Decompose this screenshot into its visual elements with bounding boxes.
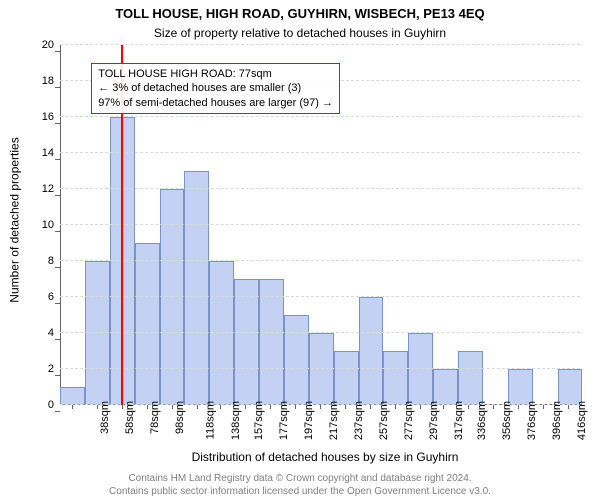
y-tick: 2 xyxy=(28,363,54,375)
chart-title-text: TOLL HOUSE, HIGH ROAD, GUYHIRN, WISBECH,… xyxy=(115,6,484,21)
bar xyxy=(558,369,583,405)
gridline xyxy=(60,296,580,297)
y-tick: 8 xyxy=(28,255,54,267)
y-tick: 14 xyxy=(28,147,54,159)
gridline xyxy=(60,152,580,153)
x-tick-label: 297sqm xyxy=(428,401,440,440)
bar xyxy=(508,369,533,405)
chart-root: TOLL HOUSE, HIGH ROAD, GUYHIRN, WISBECH,… xyxy=(0,0,600,500)
y-tick: 0 xyxy=(28,399,54,411)
x-tick xyxy=(493,405,494,409)
attribution: Contains HM Land Registry data © Crown c… xyxy=(0,473,600,498)
x-tick xyxy=(345,405,346,409)
attribution-line-2: Contains public sector information licen… xyxy=(0,486,600,499)
x-tick xyxy=(320,405,321,409)
x-tick-label: 177sqm xyxy=(278,401,290,440)
gridline xyxy=(60,260,580,261)
x-tick-label: 416sqm xyxy=(576,401,588,440)
bar xyxy=(309,333,334,405)
x-axis-label-text: Distribution of detached houses by size … xyxy=(192,450,459,464)
annotation-line: ← 3% of detached houses are smaller (3) xyxy=(98,81,333,95)
annotation-line: TOLL HOUSE HIGH ROAD: 77sqm xyxy=(98,67,333,81)
bar xyxy=(259,279,284,405)
x-tick-label: 78sqm xyxy=(149,401,161,434)
x-tick xyxy=(147,405,148,409)
x-tick xyxy=(295,405,296,409)
x-tick-label: 277sqm xyxy=(403,401,415,440)
x-tick xyxy=(122,405,123,409)
x-tick-label: 118sqm xyxy=(204,401,216,439)
x-tick xyxy=(270,405,271,409)
y-tick: 16 xyxy=(28,111,54,123)
bar xyxy=(135,243,160,405)
annotation-line: 97% of semi-detached houses are larger (… xyxy=(98,96,333,110)
bar xyxy=(234,279,259,405)
y-tick: 12 xyxy=(28,183,54,195)
bar xyxy=(359,297,384,405)
x-tick-label: 396sqm xyxy=(551,401,563,440)
x-tick-label: 58sqm xyxy=(124,401,136,434)
bar xyxy=(383,351,408,405)
x-tick xyxy=(72,405,73,409)
bar xyxy=(160,189,185,405)
x-tick-label: 336sqm xyxy=(476,401,488,440)
gridline xyxy=(60,44,580,45)
x-axis-label: Distribution of detached houses by size … xyxy=(60,450,590,464)
x-tick-label: 98sqm xyxy=(174,401,186,434)
y-tick: 4 xyxy=(28,327,54,339)
x-tick xyxy=(370,405,371,409)
x-tick-label: 197sqm xyxy=(303,401,315,440)
x-tick-label: 317sqm xyxy=(453,401,465,440)
x-tick xyxy=(468,405,469,409)
x-tick xyxy=(197,405,198,409)
x-tick xyxy=(543,405,544,409)
y-tick: 18 xyxy=(28,75,54,87)
annotation-box: TOLL HOUSE HIGH ROAD: 77sqm← 3% of detac… xyxy=(91,63,340,114)
bar xyxy=(85,261,110,405)
x-tick-label: 157sqm xyxy=(254,401,266,440)
y-tick: 20 xyxy=(28,39,54,51)
x-tick-label: 38sqm xyxy=(99,401,111,434)
bar xyxy=(458,351,483,405)
x-tick xyxy=(220,405,221,409)
x-tick-label: 376sqm xyxy=(526,401,538,440)
x-tick xyxy=(518,405,519,409)
x-tick xyxy=(97,405,98,409)
x-tick xyxy=(172,405,173,409)
gridline xyxy=(60,188,580,189)
y-tick: 6 xyxy=(28,291,54,303)
bar xyxy=(334,351,359,405)
plot-area: 0246810121416182038sqm58sqm78sqm98sqm118… xyxy=(60,45,580,405)
bar xyxy=(433,369,458,405)
chart-subtitle-text: Size of property relative to detached ho… xyxy=(154,26,446,40)
y-tick: 10 xyxy=(28,219,54,231)
x-tick xyxy=(568,405,569,409)
x-tick xyxy=(443,405,444,409)
x-tick-label: 217sqm xyxy=(328,401,340,440)
gridline xyxy=(60,116,580,117)
x-tick-label: 138sqm xyxy=(230,401,242,440)
x-tick-label: 237sqm xyxy=(353,401,365,440)
x-tick xyxy=(395,405,396,409)
x-tick xyxy=(420,405,421,409)
gridline xyxy=(60,224,580,225)
gridline xyxy=(60,368,580,369)
bar xyxy=(209,261,234,405)
bar xyxy=(60,387,85,405)
x-tick-label: 257sqm xyxy=(378,401,390,440)
bar xyxy=(408,333,433,405)
x-tick xyxy=(245,405,246,409)
bar xyxy=(284,315,309,405)
attribution-line-1: Contains HM Land Registry data © Crown c… xyxy=(0,473,600,486)
chart-subtitle: Size of property relative to detached ho… xyxy=(0,26,600,40)
gridline xyxy=(60,332,580,333)
y-axis-label-text: Number of detached properties xyxy=(8,137,22,302)
y-axis-label: Number of detached properties xyxy=(6,0,24,440)
bar xyxy=(184,171,209,405)
x-tick-label: 356sqm xyxy=(501,401,513,440)
chart-title: TOLL HOUSE, HIGH ROAD, GUYHIRN, WISBECH,… xyxy=(0,6,600,21)
